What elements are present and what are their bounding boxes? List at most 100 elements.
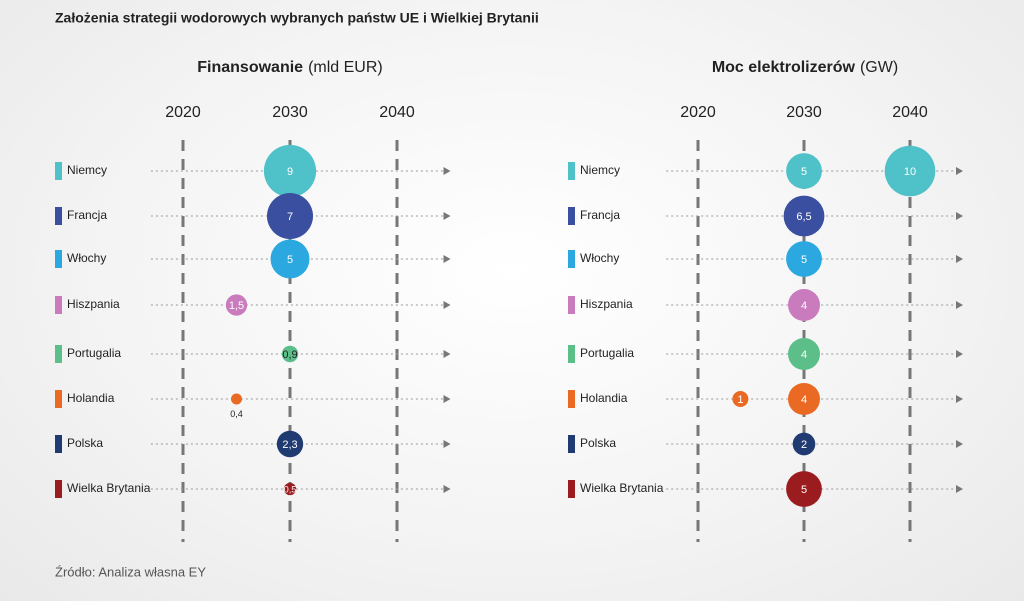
legend-swatch	[55, 296, 62, 314]
legend-swatch	[568, 390, 575, 408]
row-arrow	[443, 440, 451, 448]
row-arrow	[443, 485, 451, 493]
row-arrow	[443, 255, 451, 263]
bubble	[783, 195, 825, 237]
category-label: Włochy	[67, 251, 106, 265]
row-arrow	[956, 395, 963, 403]
x-tick-label: 2040	[379, 104, 415, 121]
row-arrow	[443, 395, 451, 403]
row-arrow	[956, 485, 963, 493]
value-label: 4	[801, 394, 807, 406]
x-tick-label: 2030	[786, 104, 822, 121]
legend-swatch	[55, 162, 62, 180]
legend-swatch	[568, 480, 575, 498]
category-label: Niemcy	[580, 163, 620, 177]
value-label: 1	[737, 394, 743, 406]
row-arrow	[956, 255, 963, 263]
category-label: Hiszpania	[580, 297, 633, 311]
value-label: 0,5	[284, 484, 297, 494]
bubble	[283, 482, 297, 496]
x-tick-label: 2020	[165, 104, 201, 121]
value-label: 7	[287, 211, 293, 223]
value-label: 4	[801, 300, 807, 312]
bubble	[884, 145, 936, 197]
legend-swatch	[568, 250, 575, 268]
row-arrow	[956, 440, 963, 448]
x-tick-label: 2040	[892, 104, 928, 121]
value-label: 6,5	[796, 211, 811, 223]
bubble	[266, 192, 314, 240]
value-label: 4	[801, 349, 807, 361]
legend-swatch	[568, 207, 575, 225]
row-arrow	[956, 212, 963, 220]
bubble	[225, 294, 248, 316]
panel-title: Finansowanie (mld EUR)	[197, 59, 382, 76]
source: Źródło: Analiza własna EY	[55, 564, 206, 579]
panel-title-main: Moc elektrolizerów	[712, 59, 856, 76]
category-label: Polska	[67, 436, 103, 450]
value-label: 5	[801, 484, 807, 496]
value-label: 10	[904, 166, 916, 178]
category-label: Wielka Brytania	[67, 481, 151, 495]
category-label: Francja	[67, 208, 107, 222]
bubble	[786, 153, 822, 189]
value-label: 0,4	[230, 409, 243, 419]
x-tick-label: 2030	[272, 104, 308, 121]
bubble	[281, 345, 299, 363]
panel-unit: (mld EUR)	[308, 59, 383, 76]
panel-unit: (GW)	[860, 59, 898, 76]
row-arrow	[443, 350, 451, 358]
row-arrow	[443, 167, 451, 175]
category-label: Włochy	[580, 251, 619, 265]
bubble	[786, 471, 822, 507]
category-label: Holandia	[67, 391, 115, 405]
value-label: 2,3	[282, 439, 297, 451]
category-label: Niemcy	[67, 163, 107, 177]
page-title: Założenia strategii wodorowych wybranych…	[55, 10, 539, 26]
category-label: Francja	[580, 208, 620, 222]
value-label: 1,5	[229, 300, 244, 312]
panel-title: Moc elektrolizerów (GW)	[712, 59, 898, 76]
bubble	[792, 432, 816, 456]
row-arrow	[956, 167, 963, 175]
legend-swatch	[55, 207, 62, 225]
legend-swatch	[568, 296, 575, 314]
value-label: 0,9	[282, 349, 297, 361]
x-tick-label: 2020	[680, 104, 716, 121]
bubble	[270, 239, 310, 279]
row-arrow	[443, 301, 451, 309]
category-label: Hiszpania	[67, 297, 120, 311]
bubble	[276, 430, 304, 458]
category-label: Portugalia	[580, 346, 634, 360]
panel-title-main: Finansowanie	[197, 59, 303, 76]
legend-swatch	[568, 435, 575, 453]
value-label: 5	[801, 166, 807, 178]
category-label: Wielka Brytania	[580, 481, 664, 495]
value-label: 5	[287, 254, 293, 266]
bubble	[788, 338, 820, 370]
legend-swatch	[568, 345, 575, 363]
category-label: Holandia	[580, 391, 628, 405]
value-label: 9	[287, 166, 293, 178]
legend-swatch	[55, 480, 62, 498]
row-arrow	[956, 301, 963, 309]
bubble	[788, 289, 820, 321]
bubble	[788, 383, 820, 415]
legend-swatch	[55, 345, 62, 363]
category-label: Polska	[580, 436, 616, 450]
bubble	[732, 391, 749, 407]
value-label: 5	[801, 254, 807, 266]
legend-swatch	[55, 435, 62, 453]
legend-swatch	[55, 250, 62, 268]
value-label: 2	[801, 439, 807, 451]
legend-swatch	[55, 390, 62, 408]
bubble	[263, 144, 317, 198]
bubble	[786, 241, 822, 277]
legend-swatch	[568, 162, 575, 180]
category-label: Portugalia	[67, 346, 121, 360]
row-arrow	[956, 350, 963, 358]
bubble	[230, 393, 243, 405]
row-arrow	[443, 212, 451, 220]
